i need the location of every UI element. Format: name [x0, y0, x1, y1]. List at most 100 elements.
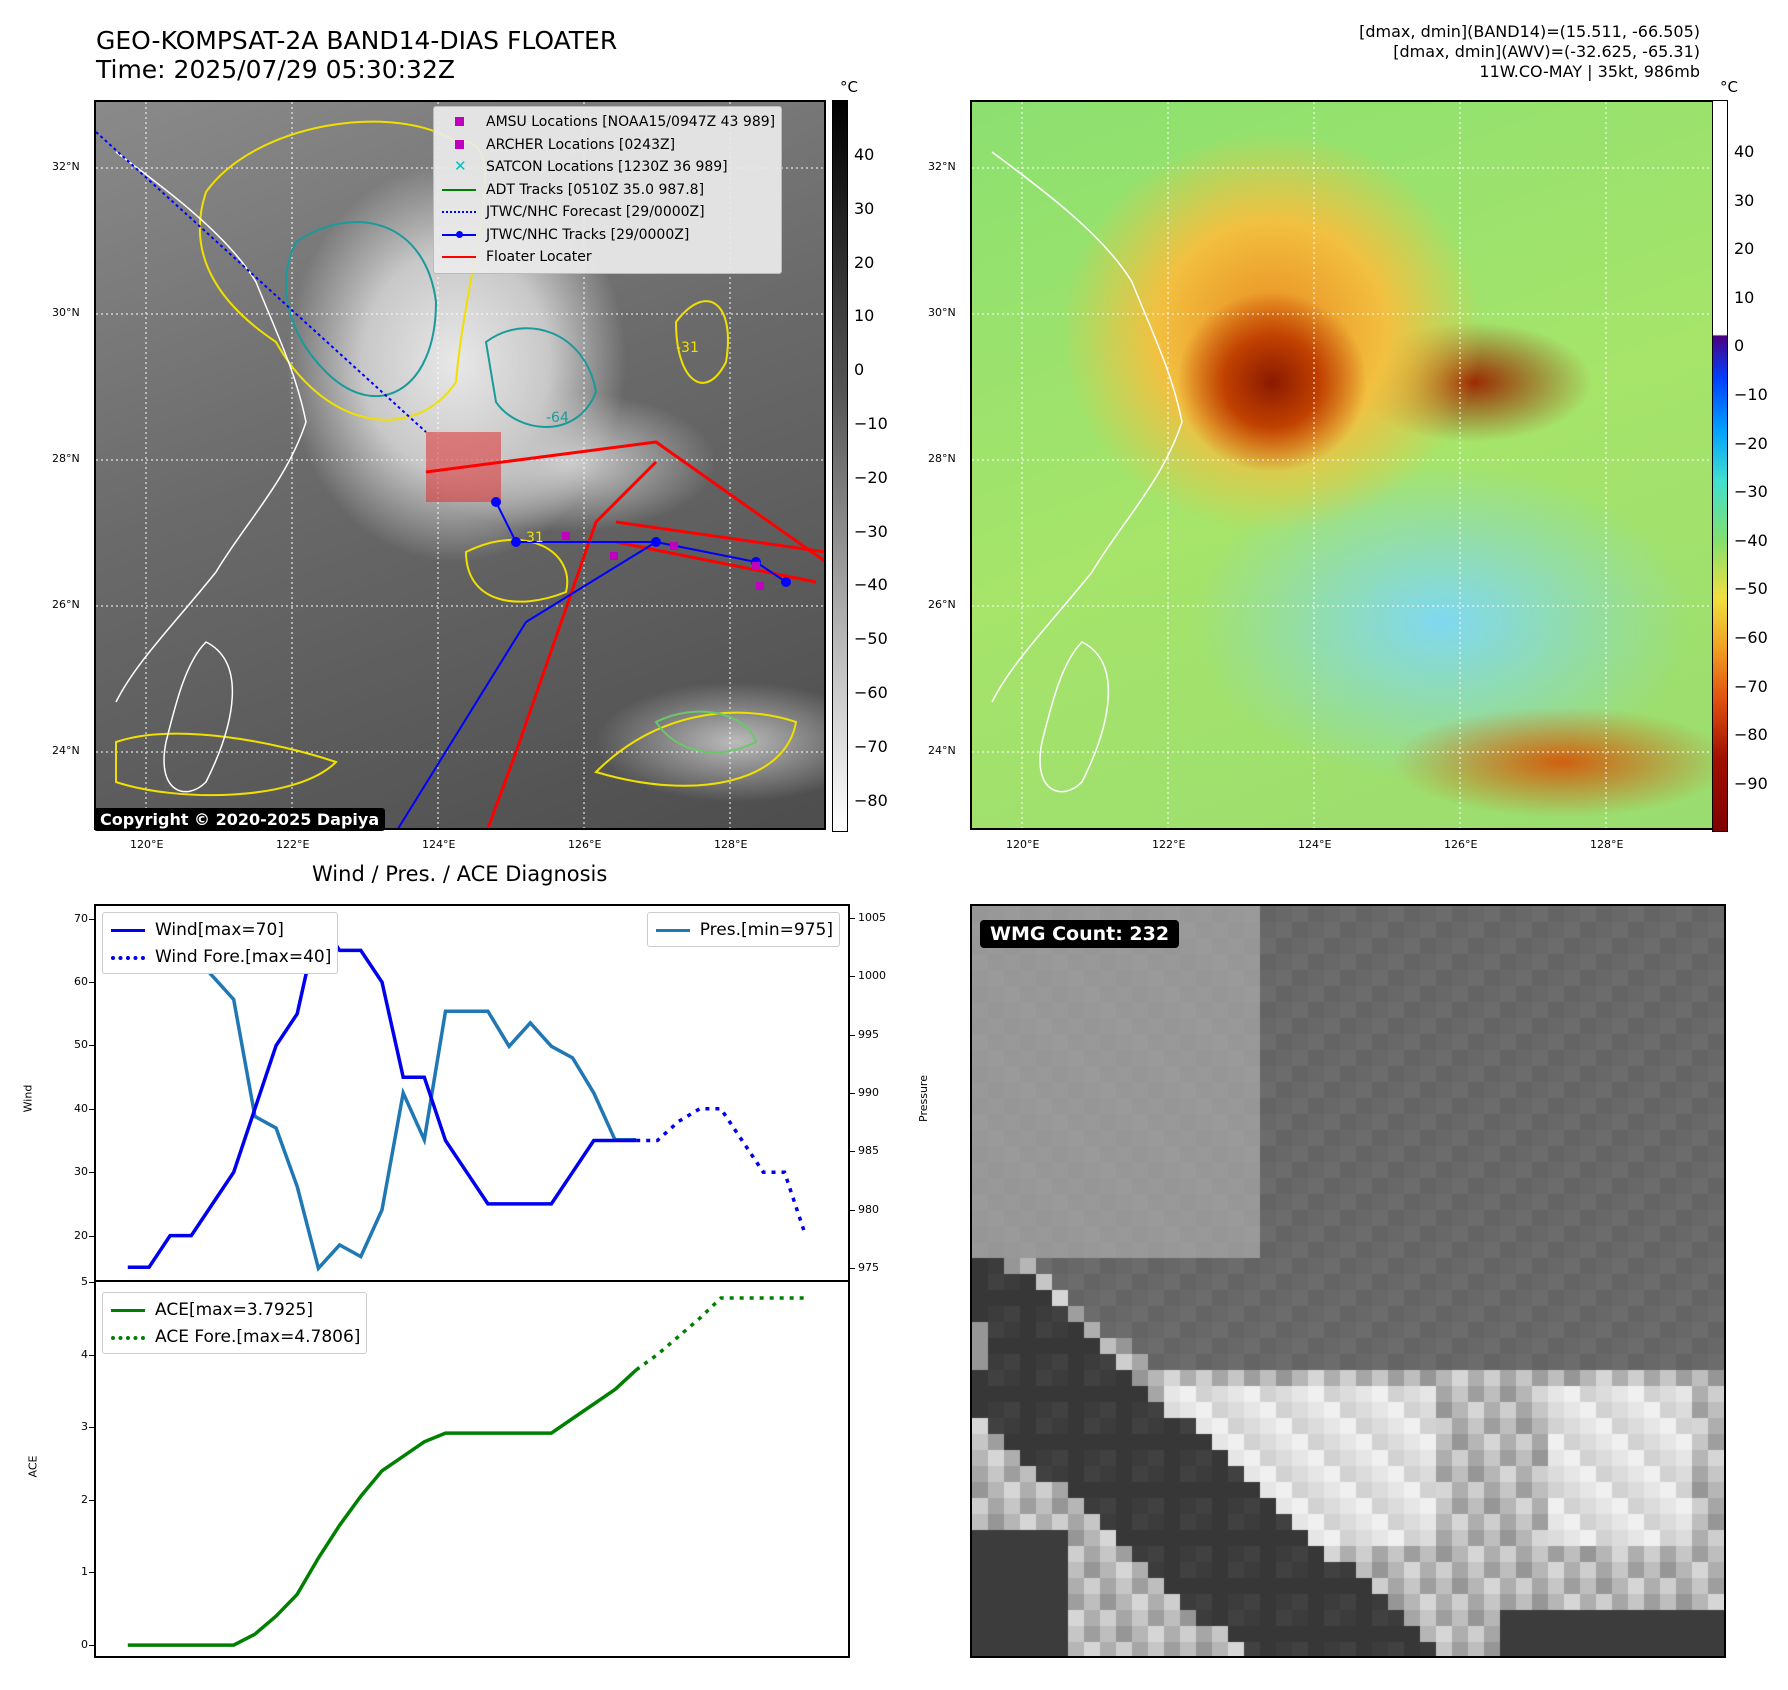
y-tick-mark [850, 976, 855, 978]
ace-legend: ACE[max=3.7925] ACE Fore.[max=4.7806] [102, 1292, 368, 1354]
y-tick-mark [850, 1209, 855, 1211]
colorbar-tick: −10 [854, 414, 888, 433]
y-tick-label: 70 [74, 911, 88, 925]
lat-label: 28°N [928, 452, 956, 465]
info-line-1: [dmax, dmin](BAND14)=(15.511, -66.505) [1359, 22, 1700, 41]
y-tick-label: 2 [81, 1492, 88, 1506]
colorbar2-unit: °C [1720, 78, 1738, 96]
y-tick-mark [89, 1427, 94, 1429]
y-tick-label: 50 [74, 1038, 88, 1052]
colorbar-tick: 40 [1734, 142, 1755, 161]
square-icon [440, 115, 480, 129]
legend-item-adt: ADT Tracks [0510Z 35.0 987.8] [440, 179, 775, 202]
map-gridlines [972, 102, 1724, 828]
info-line-3: 11W.CO-MAY | 35kt, 986mb [1479, 62, 1700, 81]
lon-label: 128°E [714, 838, 748, 851]
lat-label: 24°N [928, 744, 956, 757]
colorbar-2 [1712, 100, 1728, 832]
x-mark-icon: ✕ [454, 157, 467, 176]
y-tick-mark [850, 1034, 855, 1036]
y-tick-label: 3 [81, 1420, 88, 1434]
colorbar-tick: 0 [854, 360, 865, 380]
y-tick-mark [89, 982, 94, 984]
y-tick-label: 40 [74, 1101, 88, 1115]
colorbar-tick: −30 [1734, 482, 1768, 502]
legend-item-archer: ARCHER Locations [0243Z] [440, 134, 775, 157]
lon-label: 124°E [1298, 838, 1332, 851]
y-tick-mark [850, 1093, 855, 1094]
y-tick-mark [89, 1172, 94, 1174]
colorbar-tick: 10 [1734, 287, 1755, 307]
figure-title: GEO-KOMPSAT-2A BAND14-DIAS FLOATER Time:… [96, 26, 617, 84]
legend-item-wind: Wind[max=70] [109, 916, 331, 943]
colorbar-tick: 30 [854, 198, 875, 218]
colorbar-tick: −90 [1734, 773, 1768, 793]
legend-item-ace: ACE[max=3.7925] [109, 1296, 360, 1323]
colorbar-tick: −60 [1734, 628, 1768, 647]
colorbar-tick: −50 [854, 629, 888, 649]
lon-label: 126°E [1444, 838, 1478, 851]
y-tick-mark [89, 1045, 94, 1047]
colorbar-tick: −70 [854, 736, 888, 756]
y-tick-label: 995 [858, 1027, 879, 1041]
y-tick-label: 985 [858, 1144, 879, 1158]
y-tick-mark [89, 1645, 94, 1647]
lat-label: 30°N [928, 306, 956, 319]
pressure-ylabel: Pressure [916, 1075, 930, 1122]
legend-item-satcon: ✕ SATCON Locations [1230Z 36 989] [440, 156, 775, 179]
line-icon [440, 183, 480, 197]
legend-item-ace-forecast: ACE Fore.[max=4.7806] [109, 1323, 360, 1350]
colorbar-tick: −10 [1734, 385, 1768, 404]
legend-item-forecast: JTWC/NHC Forecast [29/0000Z] [440, 201, 775, 224]
y-tick-label: 990 [858, 1086, 879, 1099]
legend-item-jtwc-tracks: JTWC/NHC Tracks [29/0000Z] [440, 224, 775, 247]
coastlines [115, 151, 307, 793]
title-line-1: GEO-KOMPSAT-2A BAND14-DIAS FLOATER [96, 26, 618, 55]
dotted-line-icon [109, 950, 149, 964]
dotted-line-icon [440, 205, 480, 219]
y-tick-label: 1000 [858, 969, 886, 983]
wind-legend: Wind[max=70] Wind Fore.[max=40] [102, 912, 339, 974]
ace-ylabel: ACE [26, 1455, 40, 1478]
colorbar-tick: 20 [1734, 239, 1755, 259]
y-tick-label: 4 [81, 1347, 88, 1361]
colorbar-tick: −60 [854, 683, 888, 702]
y-tick-label: 1 [81, 1565, 88, 1579]
floater-tracks [425, 440, 824, 828]
lon-label: 122°E [1152, 838, 1186, 851]
wind-forecast-line [636, 1107, 808, 1237]
wind-pressure-panel: Wind[max=70] Wind Fore.[max=40] Pres.[mi… [94, 904, 850, 1282]
line-icon [109, 1303, 149, 1317]
copyright-badge: Copyright © 2020-2025 Dapiya [94, 808, 386, 831]
colorbar-tick: 40 [854, 145, 875, 164]
y-tick-mark [89, 1354, 94, 1356]
pressure-line [127, 915, 637, 1272]
wind-ylabel: Wind [21, 1084, 35, 1113]
colorbar-tick: −40 [854, 575, 888, 595]
ir-map-svg: -31 -64 31 [96, 102, 824, 828]
y-tick-mark [89, 1499, 94, 1501]
colorbar-tick: −80 [854, 790, 888, 810]
wmg-grid [972, 906, 1724, 1656]
colorbar-tick: −50 [1734, 579, 1768, 599]
contour-label: -31 [676, 340, 699, 356]
wind-pressure-plot [127, 914, 808, 1272]
map-legend: AMSU Locations [NOAA15/0947Z 43 989] ARC… [433, 106, 783, 274]
y-tick-label: 5 [81, 1275, 88, 1288]
legend-item-floater: Floater Locater [440, 246, 775, 269]
y-tick-mark [89, 1572, 94, 1574]
info-box: [dmax, dmin](BAND14)=(15.511, -66.505) [… [1359, 22, 1700, 82]
y-tick-label: 20 [74, 1228, 88, 1242]
square-icon [440, 138, 480, 152]
colorbar-tick: 20 [854, 252, 875, 272]
amsu-points [562, 532, 764, 590]
colorbar-tick: −30 [854, 521, 888, 541]
legend-item-wind-forecast: Wind Fore.[max=40] [109, 943, 331, 970]
colorbar-tick: −20 [854, 467, 888, 487]
lat-label: 28°N [52, 452, 80, 465]
lat-label: 32°N [52, 160, 80, 173]
wmg-panel [970, 904, 1726, 1658]
y-tick-label: 60 [74, 975, 88, 989]
line-icon [440, 250, 480, 264]
colorbar-tick: −70 [1734, 676, 1768, 696]
